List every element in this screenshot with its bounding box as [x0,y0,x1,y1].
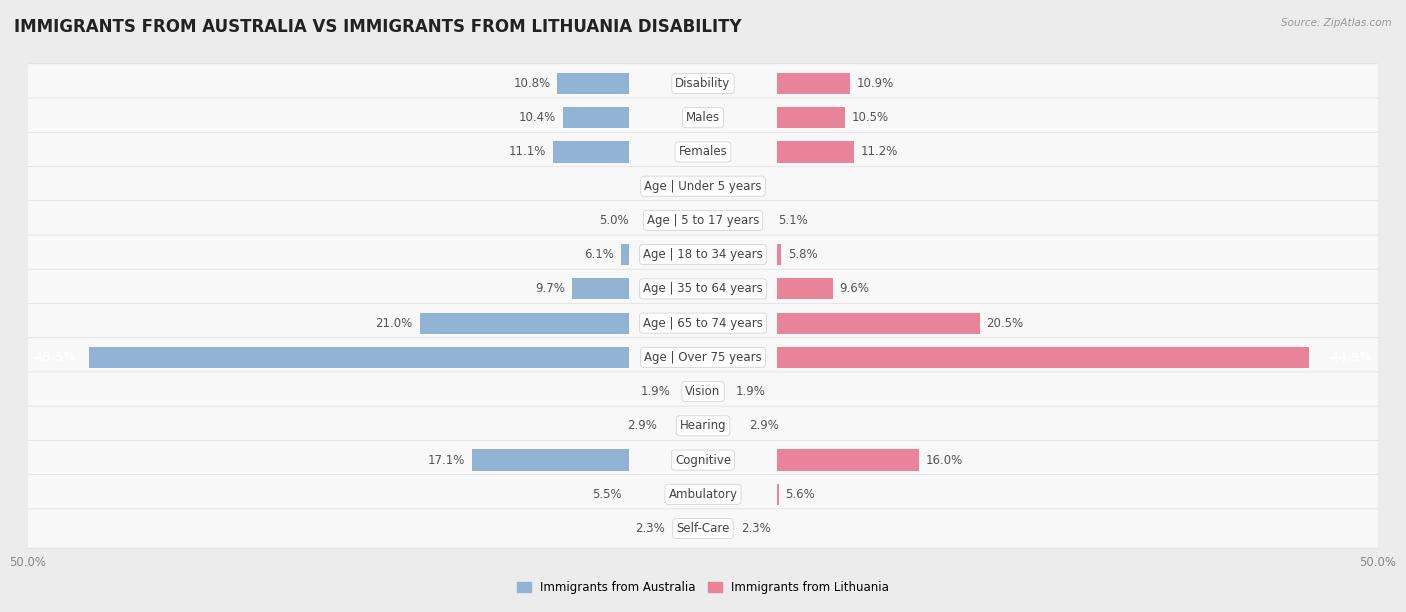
Text: 2.9%: 2.9% [749,419,779,432]
FancyBboxPatch shape [27,132,1379,171]
Text: Age | Over 75 years: Age | Over 75 years [644,351,762,364]
FancyBboxPatch shape [27,509,1379,548]
FancyBboxPatch shape [27,98,1379,137]
Text: Males: Males [686,111,720,124]
Text: 1.9%: 1.9% [735,385,765,398]
FancyBboxPatch shape [27,475,1379,514]
Bar [778,278,832,299]
Text: 5.8%: 5.8% [787,248,818,261]
Text: 11.1%: 11.1% [509,146,547,159]
Text: 10.9%: 10.9% [856,77,894,90]
Bar [557,73,628,94]
Text: 1.2%: 1.2% [650,180,681,193]
Text: 9.7%: 9.7% [536,282,565,296]
Text: Females: Females [679,146,727,159]
FancyBboxPatch shape [27,406,1379,446]
Text: 5.6%: 5.6% [786,488,815,501]
Bar [778,347,1309,368]
Bar [572,278,628,299]
Bar [89,347,628,368]
Text: 10.4%: 10.4% [519,111,555,124]
Bar [620,244,628,265]
Bar [778,313,980,334]
Text: 6.1%: 6.1% [583,248,614,261]
Legend: Immigrants from Australia, Immigrants from Lithuania: Immigrants from Australia, Immigrants fr… [512,577,894,599]
Text: 9.6%: 9.6% [839,282,869,296]
Bar [778,244,782,265]
Text: 5.0%: 5.0% [599,214,628,227]
Text: Ambulatory: Ambulatory [668,488,738,501]
Text: 21.0%: 21.0% [375,316,413,330]
Bar [472,449,628,471]
Text: 2.9%: 2.9% [627,419,657,432]
Text: Disability: Disability [675,77,731,90]
FancyBboxPatch shape [27,441,1379,480]
Text: Self-Care: Self-Care [676,522,730,535]
Text: 17.1%: 17.1% [427,453,465,466]
Text: 44.9%: 44.9% [1330,351,1371,364]
Text: Age | 35 to 64 years: Age | 35 to 64 years [643,282,763,296]
Text: 16.0%: 16.0% [925,453,963,466]
FancyBboxPatch shape [27,304,1379,343]
FancyBboxPatch shape [27,372,1379,411]
Text: Age | 18 to 34 years: Age | 18 to 34 years [643,248,763,261]
Text: 5.1%: 5.1% [779,214,808,227]
Text: IMMIGRANTS FROM AUSTRALIA VS IMMIGRANTS FROM LITHUANIA DISABILITY: IMMIGRANTS FROM AUSTRALIA VS IMMIGRANTS … [14,18,742,36]
Text: 20.5%: 20.5% [987,316,1024,330]
FancyBboxPatch shape [27,338,1379,377]
Text: Age | 65 to 74 years: Age | 65 to 74 years [643,316,763,330]
Text: Hearing: Hearing [679,419,727,432]
FancyBboxPatch shape [27,166,1379,206]
Text: 11.2%: 11.2% [860,146,898,159]
Text: Age | 5 to 17 years: Age | 5 to 17 years [647,214,759,227]
Bar [778,73,851,94]
Text: 45.5%: 45.5% [35,351,76,364]
Text: 2.3%: 2.3% [741,522,770,535]
Bar [778,141,855,163]
Text: Cognitive: Cognitive [675,453,731,466]
FancyBboxPatch shape [27,235,1379,274]
FancyBboxPatch shape [27,269,1379,308]
Text: Age | Under 5 years: Age | Under 5 years [644,180,762,193]
FancyBboxPatch shape [27,64,1379,103]
Text: Source: ZipAtlas.com: Source: ZipAtlas.com [1281,18,1392,28]
Text: 1.3%: 1.3% [727,180,756,193]
Text: 10.5%: 10.5% [852,111,889,124]
Bar [553,141,628,163]
Text: 1.9%: 1.9% [641,385,671,398]
FancyBboxPatch shape [27,201,1379,240]
Text: 2.3%: 2.3% [636,522,665,535]
Text: 10.8%: 10.8% [513,77,551,90]
Text: 5.5%: 5.5% [592,488,621,501]
Bar [778,107,845,129]
Bar [419,313,628,334]
Text: Vision: Vision [685,385,721,398]
Bar [778,449,920,471]
Bar [562,107,628,129]
